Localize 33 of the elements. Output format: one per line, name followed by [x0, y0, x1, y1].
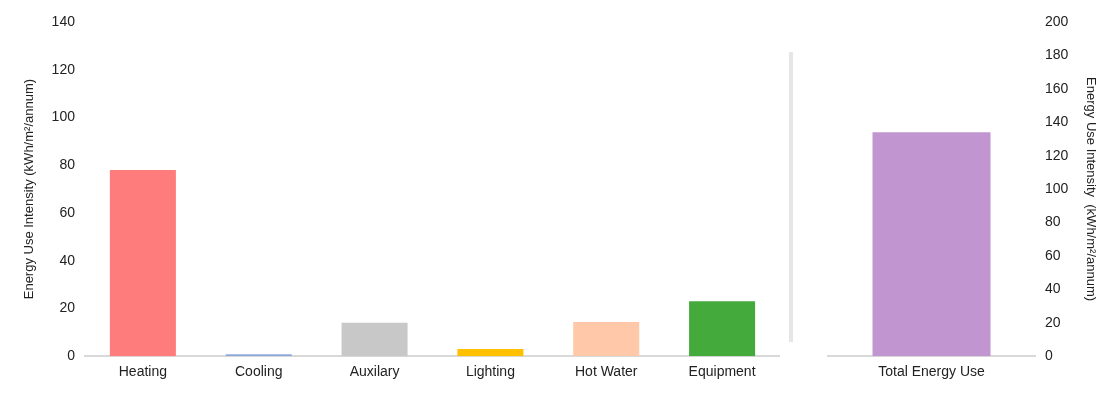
y2-tick-label: 0: [1045, 347, 1054, 364]
y-axis-title: Energy Use Intensity (kWh/m²/annum): [21, 78, 37, 300]
y-tick-label: 0: [67, 347, 76, 364]
y2-tick-label: 120: [1045, 146, 1069, 163]
x-tick-label: Heating: [118, 363, 168, 380]
y-tick-label: 140: [51, 12, 76, 29]
bar: [341, 322, 408, 357]
x-tick-label: Total Energy Use: [878, 363, 986, 380]
bar: [457, 349, 524, 357]
y2-tick-label: 20: [1045, 313, 1061, 330]
y-tick-label: 80: [59, 156, 76, 173]
bar: [573, 322, 640, 357]
y2-tick-label: 140: [1045, 113, 1069, 130]
x-tick-label: Equipment: [688, 363, 756, 380]
y2-tick-label: 200: [1045, 12, 1069, 29]
x-tick-label: Auxilary: [349, 363, 400, 380]
y-tick-label: 100: [51, 108, 76, 125]
bar: [109, 170, 176, 357]
y-tick-label: 40: [59, 251, 76, 268]
y-tick-label: 60: [59, 203, 76, 220]
bar: [689, 301, 756, 357]
x-tick-label: Cooling: [234, 363, 283, 380]
y2-tick-label: 180: [1045, 46, 1069, 63]
y2-tick-label: 60: [1045, 246, 1061, 263]
x-tick-label: Lighting: [465, 363, 515, 380]
y2-tick-label: 100: [1045, 179, 1069, 196]
y2-tick-label: 40: [1045, 280, 1061, 297]
y-tick-label: 20: [59, 299, 76, 316]
y-tick-label: 120: [51, 60, 76, 77]
y2-axis-title: Energy Use Intensity (kWh/m²/annum): [1083, 77, 1099, 302]
x-tick-label: Hot Water: [574, 363, 638, 380]
y2-tick-label: 80: [1045, 213, 1061, 230]
y2-tick-label: 160: [1045, 79, 1069, 96]
